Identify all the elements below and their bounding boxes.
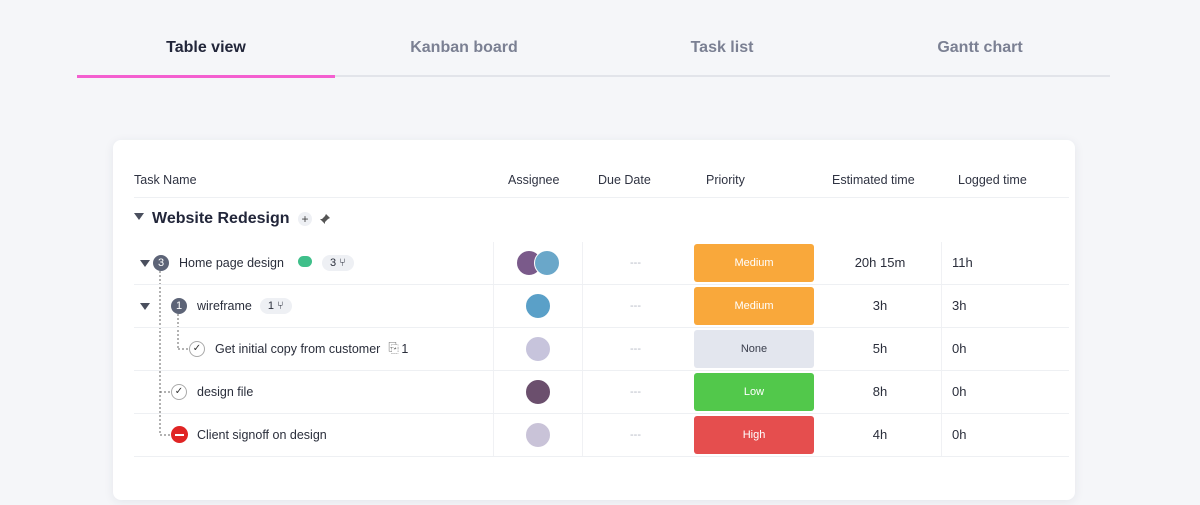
row-divider [134,327,1069,328]
subtask-badge: 3 ⑂ [321,255,354,271]
subtask-count: 3 [153,255,169,271]
tab-active-underline [77,75,335,78]
priority-badge[interactable]: Low [694,373,814,411]
cell-divider [582,371,583,413]
logged-time: 0h [952,384,967,399]
cell-divider [941,285,942,327]
cell-divider [941,242,942,284]
cell-divider [493,285,494,327]
estimated-time: 20h 15m [854,255,906,270]
cell-divider [941,328,942,370]
subtask-number: 3 [329,257,337,269]
cell-divider [582,285,583,327]
priority-badge[interactable]: Medium [694,244,814,282]
cell-divider [941,371,942,413]
column-header: Priority [706,173,745,187]
row-divider [134,413,1069,414]
row-caret[interactable] [140,260,150,267]
logged-time: 0h [952,427,967,442]
cell-divider [493,242,494,284]
estimated-time: 8h [872,384,888,399]
due-date: --- [630,257,641,269]
cell-divider [582,328,583,370]
column-header: Assignee [508,173,560,187]
attachment-count: 1 [401,342,409,356]
logged-time: 0h [952,341,967,356]
priority-badge[interactable]: Medium [694,287,814,325]
avatar [525,336,551,362]
column-header: Due Date [598,173,651,187]
avatar [525,379,551,405]
due-date: --- [630,343,641,355]
estimated-time: 4h [872,427,888,442]
subtask-number: 1 [267,300,274,312]
blocked-icon[interactable] [171,426,188,443]
check-icon[interactable]: ✓ [189,341,205,357]
avatar [525,293,551,319]
row-caret[interactable] [140,303,150,310]
due-date: --- [630,300,641,312]
logged-time: 11h [952,255,973,270]
tab[interactable]: Kanban board [410,39,518,56]
cell-divider [493,371,494,413]
due-date: --- [630,386,641,398]
comment-icon [297,256,312,267]
estimated-time: 3h [872,298,888,313]
column-header: Logged time [958,173,1027,187]
task-name[interactable]: Get initial copy from customer [215,342,381,356]
attachment-icon: ⎘ [388,340,399,355]
tab[interactable]: Gantt chart [937,39,1023,56]
task-name[interactable]: Home page design [179,256,284,270]
estimated-time: 5h [872,341,888,356]
group-caret[interactable] [134,213,144,220]
task-name[interactable]: Client signoff on design [197,428,327,442]
task-name[interactable]: wireframe [197,299,252,313]
priority-badge[interactable]: High [694,416,814,454]
cell-divider [582,242,583,284]
avatar [534,250,560,276]
cell-divider [493,414,494,456]
task-name[interactable]: design file [197,385,254,399]
tab[interactable]: Task list [690,39,754,56]
logged-time: 3h [952,298,967,313]
check-icon[interactable]: ✓ [171,384,187,400]
tab-track [77,75,1110,77]
header-divider [134,197,1069,198]
row-divider [134,284,1069,285]
cell-divider [941,414,942,456]
due-date: --- [630,429,641,441]
priority-badge[interactable]: None [694,330,814,368]
avatar [525,422,551,448]
pin-icon[interactable] [319,213,331,225]
add-icon[interactable]: + [298,212,312,226]
column-header: Estimated time [832,173,915,187]
column-header: Task Name [134,173,197,187]
subtask-count: 1 [171,298,187,314]
cell-divider [582,414,583,456]
table-card [113,140,1075,500]
cell-divider [493,328,494,370]
row-divider [134,456,1069,457]
tab[interactable]: Table view [166,39,246,56]
row-divider [134,370,1069,371]
subtask-badge: 1 ⑂ [259,298,292,314]
group-title: Website Redesign [152,210,290,227]
